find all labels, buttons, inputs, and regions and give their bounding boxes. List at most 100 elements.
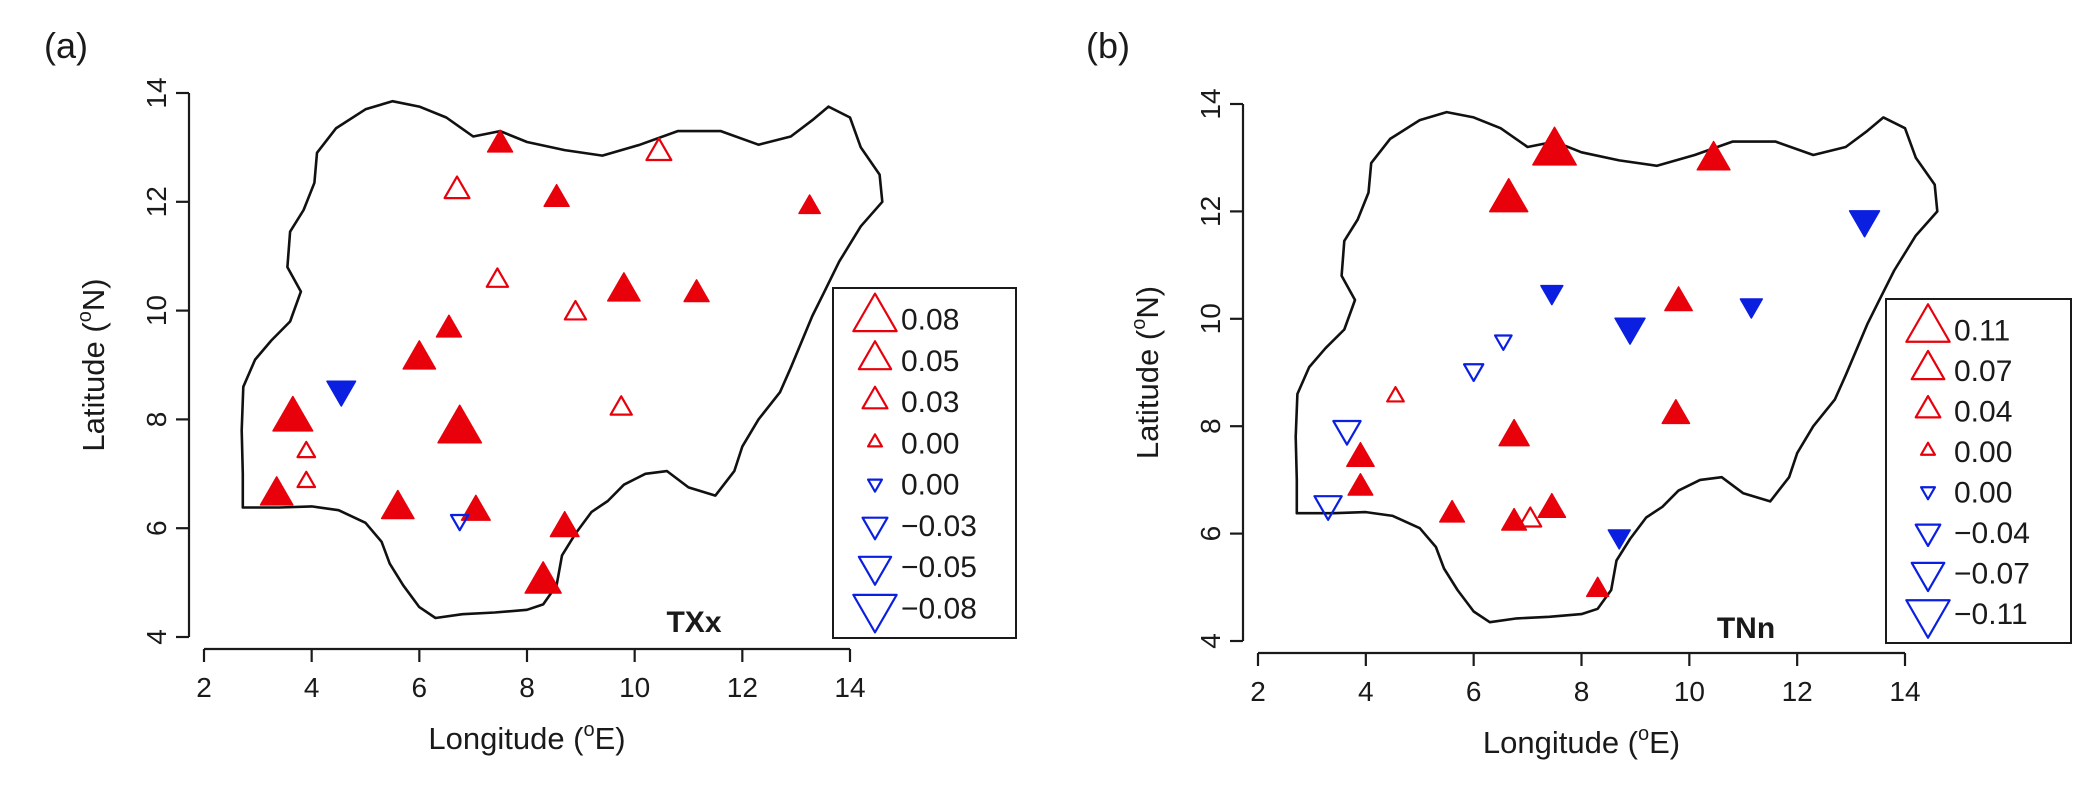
legend-label-a-5: −0.03 [901, 510, 977, 543]
station-marker-a-13 [272, 395, 314, 432]
station-marker-b-3 [1848, 210, 1881, 238]
station-marker-a-6 [607, 272, 641, 302]
station-marker-b-1 [1696, 140, 1731, 171]
legend-label-b-6: −0.07 [1954, 557, 2030, 590]
station-marker-a-14 [437, 404, 483, 444]
y-tick-label-b: 8 [1195, 418, 1226, 434]
station-marker-a-0 [486, 129, 514, 153]
station-marker-a-8 [563, 299, 588, 321]
legend-label-a-6: −0.05 [901, 551, 977, 584]
index-label-b: TNn [1717, 612, 1775, 645]
panel-label-b: (b) [1086, 25, 1130, 66]
legend-label-b-5: −0.04 [1954, 517, 2030, 550]
legend-b: 0.11 0.07 0.04 0.00 0.00 −0.04 −0.07 −0.11 [1885, 298, 2072, 644]
x-tick-label-a: 14 [834, 672, 865, 703]
station-marker-a-4 [798, 194, 821, 215]
x-tick-label-b: 12 [1782, 676, 1813, 707]
station-marker-b-22 [1585, 576, 1610, 598]
station-marker-b-4 [1540, 284, 1564, 306]
station-marker-b-18 [1439, 499, 1466, 523]
y-tick-label-a: 8 [141, 412, 172, 428]
station-marker-b-8 [1493, 334, 1513, 351]
station-marker-b-11 [1661, 398, 1691, 425]
station-marker-a-7 [683, 279, 710, 303]
x-axis-title-b: Longitude (oE) [1483, 723, 1680, 760]
station-marker-b-12 [1332, 419, 1362, 446]
y-axis-title-end-a: N) [76, 278, 111, 311]
station-marker-a-19 [460, 494, 491, 521]
legend-symbol-a-0 [852, 292, 898, 333]
station-marker-b-5 [1664, 286, 1693, 312]
axes-a: 2 4 6 8 10 12 14 4 6 8 10 12 14 [141, 77, 866, 703]
legend-symbol-a-7 [852, 593, 898, 634]
station-marker-a-16 [296, 470, 317, 489]
x-tick-label-b: 14 [1889, 676, 1920, 707]
legend-label-a-7: −0.08 [901, 592, 977, 625]
station-marker-b-13 [1498, 418, 1530, 447]
x-tick-label-a: 10 [619, 672, 650, 703]
station-marker-a-9 [435, 314, 463, 338]
x-axis-title-end-b: E) [1649, 725, 1680, 760]
station-marker-a-11 [326, 380, 357, 407]
station-marker-a-1 [645, 137, 673, 162]
legend-label-a-3: 0.00 [901, 427, 959, 460]
legend-symbol-b-1 [1910, 349, 1946, 381]
y-tick-label-b: 10 [1195, 303, 1226, 334]
nigeria-boundary-b [1294, 110, 1939, 624]
legend-label-b-3: 0.00 [1954, 436, 2012, 469]
x-axis-title-main-b: Longitude ( [1483, 725, 1639, 760]
legend-symbol-b-5 [1914, 523, 1942, 548]
y-axis-title-a: Latitude (oN) [74, 278, 111, 451]
legend-label-a-1: 0.05 [901, 345, 959, 378]
x-axis-title-degree-b: o [1638, 723, 1649, 745]
station-marker-a-15 [296, 440, 317, 459]
x-tick-label-b: 6 [1466, 676, 1482, 707]
legend-symbol-b-6 [1910, 561, 1946, 593]
station-marker-a-22 [524, 561, 562, 594]
legend-symbol-b-4 [1919, 486, 1937, 501]
y-tick-label-b: 4 [1195, 633, 1226, 649]
y-tick-label-b: 6 [1195, 526, 1226, 542]
station-marker-a-21 [549, 510, 580, 538]
legend-symbol-a-3 [866, 433, 884, 448]
station-marker-a-2 [443, 175, 471, 200]
legend-label-a-4: 0.00 [901, 469, 959, 502]
x-axis-title-degree-a: o [584, 719, 595, 741]
y-tick-label-b: 14 [1195, 88, 1226, 119]
nigeria-boundary-a [240, 99, 884, 620]
station-marker-b-7 [1614, 317, 1646, 345]
station-marker-b-16 [1313, 495, 1343, 521]
legend-label-b-1: 0.07 [1954, 355, 2012, 388]
station-marker-a-20 [449, 513, 470, 532]
y-axis-title-b: Latitude (oN) [1128, 286, 1165, 459]
y-tick-label-a: 14 [141, 77, 172, 108]
legend-symbol-a-4 [866, 478, 884, 493]
legend-label-a-0: 0.08 [901, 304, 959, 337]
legend-symbol-b-7 [1905, 599, 1951, 639]
x-axis-title-main-a: Longitude ( [428, 721, 584, 756]
panel-label-a: (a) [44, 25, 88, 66]
index-label-a: TXx [666, 606, 721, 639]
legend-label-b-7: −0.11 [1954, 598, 2028, 631]
station-marker-b-14 [1346, 441, 1375, 468]
station-marker-b-0 [1532, 126, 1577, 166]
x-tick-label-a: 2 [196, 672, 212, 703]
x-tick-label-a: 12 [727, 672, 758, 703]
station-marker-a-18 [380, 489, 415, 520]
station-marker-a-5 [485, 267, 510, 288]
legend-label-b-0: 0.11 [1954, 314, 2010, 347]
x-tick-label-a: 4 [304, 672, 320, 703]
legend-symbol-a-2 [861, 385, 889, 410]
y-axis-title-main-a: Latitude ( [76, 322, 111, 452]
y-axis-title-end-b: N) [1130, 286, 1165, 319]
station-marker-b-10 [1386, 386, 1405, 403]
station-marker-b-21 [1607, 529, 1631, 550]
station-marker-b-19 [1518, 506, 1543, 528]
x-axis-title-a: Longitude (oE) [428, 719, 625, 756]
y-tick-label-a: 12 [141, 186, 172, 217]
legend-symbol-a-6 [857, 555, 893, 586]
station-marker-b-6 [1739, 298, 1764, 319]
